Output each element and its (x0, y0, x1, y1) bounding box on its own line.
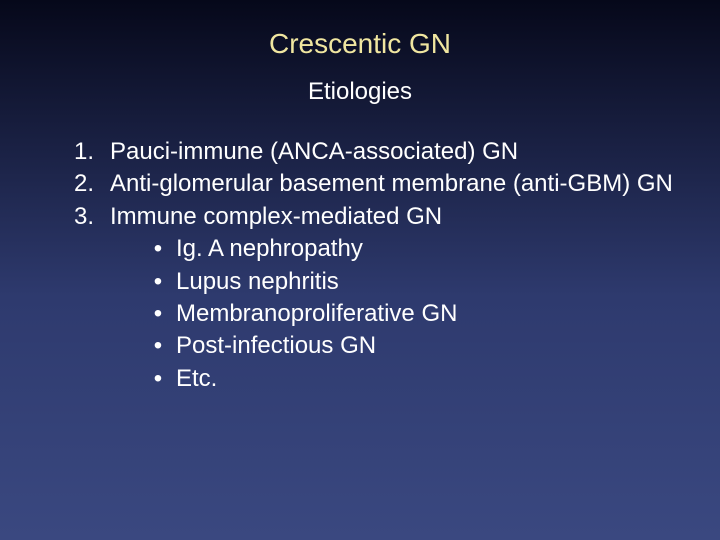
sublist-item: • Membranoproliferative GN (140, 298, 680, 330)
sublist-item: • Post-infectious GN (140, 330, 680, 362)
list-text: Pauci-immune (ANCA-associated) GN (110, 136, 680, 168)
slide: Crescentic GN Etiologies 1. Pauci-immune… (0, 0, 720, 540)
bullet-icon: • (140, 233, 176, 265)
sublist: • Ig. A nephropathy • Lupus nephritis • … (40, 233, 680, 395)
list-text: Immune complex-mediated GN (110, 201, 680, 233)
list-number: 2. (40, 168, 110, 200)
sublist-text: Ig. A nephropathy (176, 233, 680, 265)
list-item: 2. Anti-glomerular basement membrane (an… (40, 168, 680, 200)
list-item: 1. Pauci-immune (ANCA-associated) GN (40, 136, 680, 168)
sublist-item: • Etc. (140, 363, 680, 395)
sublist-text: Etc. (176, 363, 680, 395)
list-text: Anti-glomerular basement membrane (anti-… (110, 168, 680, 200)
sublist-item: • Lupus nephritis (140, 266, 680, 298)
sublist-text: Lupus nephritis (176, 266, 680, 298)
bullet-icon: • (140, 266, 176, 298)
bullet-icon: • (140, 330, 176, 362)
bullet-icon: • (140, 298, 176, 330)
sublist-text: Membranoproliferative GN (176, 298, 680, 330)
slide-body: 1. Pauci-immune (ANCA-associated) GN 2. … (0, 136, 720, 395)
sublist-item: • Ig. A nephropathy (140, 233, 680, 265)
slide-subtitle: Etiologies (0, 78, 720, 106)
list-number: 1. (40, 136, 110, 168)
sublist-text: Post-infectious GN (176, 330, 680, 362)
slide-title: Crescentic GN (0, 28, 720, 60)
list-item: 3. Immune complex-mediated GN (40, 201, 680, 233)
list-number: 3. (40, 201, 110, 233)
bullet-icon: • (140, 363, 176, 395)
